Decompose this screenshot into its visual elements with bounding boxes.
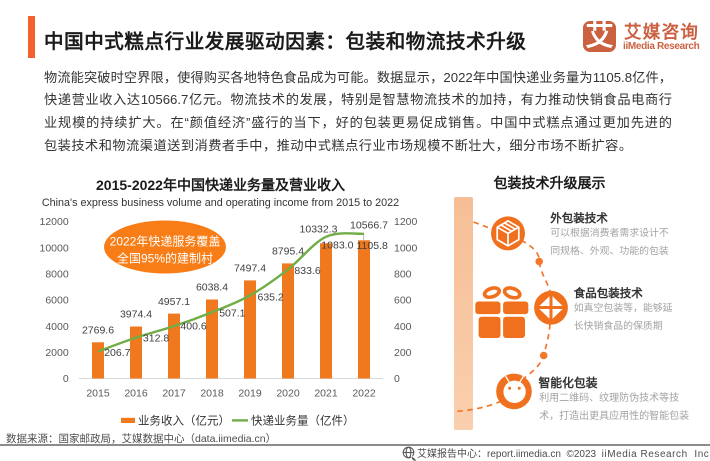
svg-text:10332.3: 10332.3 [300, 224, 338, 236]
svg-text:2018: 2018 [200, 388, 224, 400]
svg-text:600: 600 [394, 295, 412, 307]
svg-text:3974.4: 3974.4 [120, 309, 152, 321]
svg-text:400: 400 [394, 321, 412, 333]
svg-text:2022年快递服务覆盖: 2022年快递服务覆盖 [110, 234, 221, 249]
svg-text:507.1: 507.1 [219, 307, 245, 319]
svg-text:2021: 2021 [314, 388, 338, 400]
svg-text:200: 200 [394, 347, 412, 359]
svg-text:400.6: 400.6 [180, 321, 206, 333]
svg-text:800: 800 [394, 269, 412, 281]
svg-text:10000: 10000 [39, 242, 68, 254]
svg-text:4957.1: 4957.1 [158, 296, 190, 308]
svg-text:6038.4: 6038.4 [196, 282, 228, 294]
svg-text:312.8: 312.8 [143, 333, 169, 345]
svg-text:0: 0 [394, 373, 400, 385]
svg-text:12000: 12000 [39, 216, 68, 228]
svg-text:2022: 2022 [352, 388, 376, 400]
svg-text:6000: 6000 [45, 295, 69, 307]
svg-text:10566.7: 10566.7 [350, 219, 388, 231]
svg-text:206.7: 206.7 [104, 347, 130, 359]
svg-text:2769.6: 2769.6 [82, 325, 114, 337]
svg-text:2019: 2019 [238, 388, 262, 400]
svg-text:1200: 1200 [394, 216, 418, 228]
svg-text:1000: 1000 [394, 242, 418, 254]
svg-text:1083.0: 1083.0 [321, 240, 353, 252]
svg-text:2015: 2015 [86, 388, 110, 400]
svg-text:2017: 2017 [162, 388, 186, 400]
svg-text:7497.4: 7497.4 [234, 263, 266, 275]
svg-text:业务收入（亿元）: 业务收入（亿元） [138, 413, 230, 427]
svg-text:833.6: 833.6 [294, 265, 320, 277]
svg-text:2020: 2020 [276, 388, 300, 400]
svg-text:全国95%的建制村: 全国95%的建制村 [117, 251, 213, 266]
svg-text:8795.4: 8795.4 [272, 246, 304, 258]
svg-text:1105.8: 1105.8 [357, 240, 388, 252]
svg-text:635.2: 635.2 [258, 292, 284, 304]
svg-text:0: 0 [63, 373, 69, 385]
svg-text:8000: 8000 [45, 269, 69, 281]
svg-text:4000: 4000 [45, 321, 69, 333]
svg-text:2016: 2016 [124, 388, 148, 400]
svg-text:快递业务量（亿件）: 快递业务量（亿件） [251, 413, 355, 427]
svg-text:2000: 2000 [45, 347, 69, 359]
